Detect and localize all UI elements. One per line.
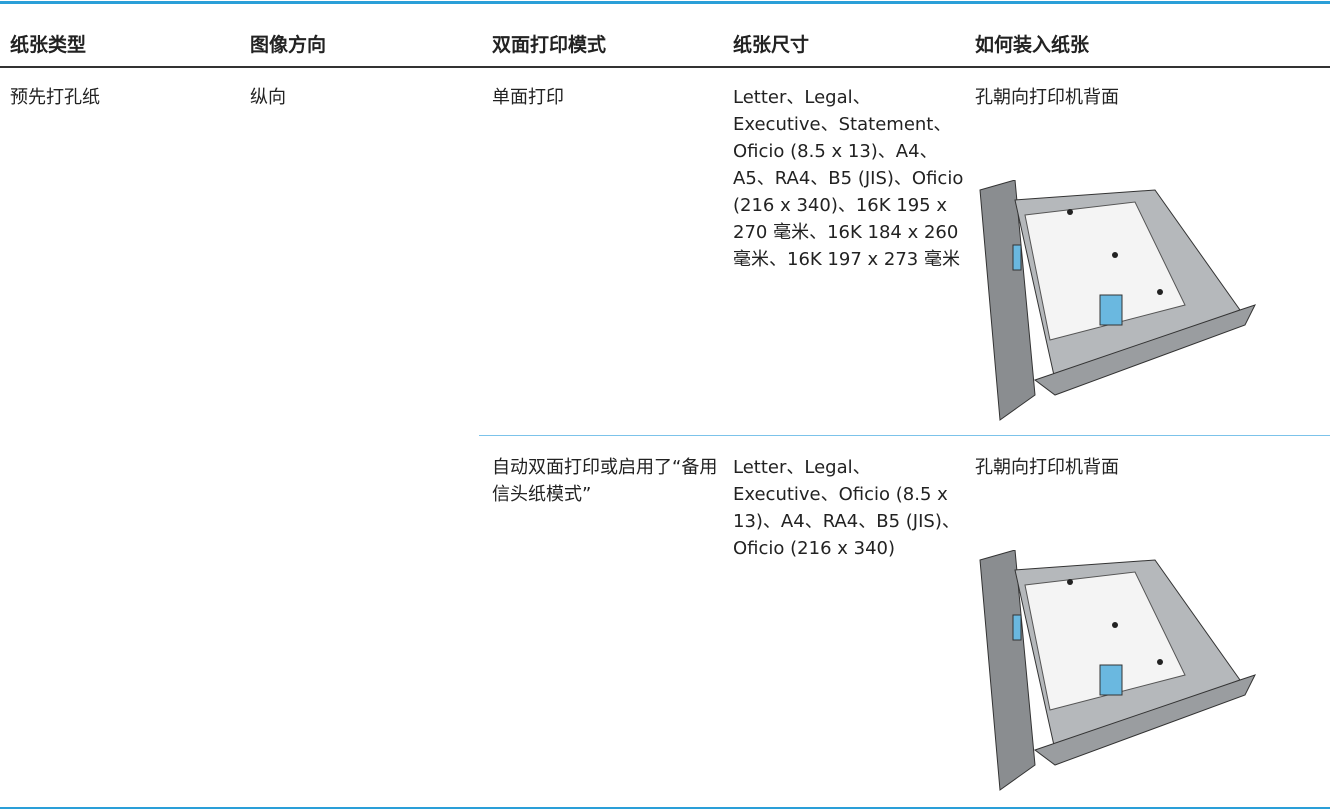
header-cell: 图像方向 bbox=[250, 34, 327, 56]
header-rule bbox=[0, 66, 1330, 68]
cell: 纵向 bbox=[250, 87, 286, 108]
header-cell: 纸张尺寸 bbox=[733, 34, 810, 56]
cell: Letter、Legal、Executive、Statement、Oficio … bbox=[733, 87, 964, 270]
cell: 孔朝向打印机背面 bbox=[975, 87, 1119, 108]
header-cell: 纸张类型 bbox=[10, 34, 87, 56]
cell: 预先打孔纸 bbox=[10, 87, 100, 108]
row-rule bbox=[479, 435, 1330, 436]
tray-illustration bbox=[979, 180, 1256, 421]
cell: 自动双面打印或启用了“备用信头纸模式” bbox=[492, 457, 718, 505]
cell: 单面打印 bbox=[492, 87, 564, 108]
bottom-rule bbox=[0, 807, 1330, 809]
top-rule bbox=[0, 1, 1330, 4]
cell: 孔朝向打印机背面 bbox=[975, 457, 1119, 478]
tray-illustration bbox=[979, 550, 1256, 791]
header-cell: 双面打印模式 bbox=[492, 34, 607, 56]
header-cell: 如何装入纸张 bbox=[975, 34, 1090, 56]
cell: Letter、Legal、Executive、Oficio (8.5 x 13)… bbox=[733, 457, 960, 559]
